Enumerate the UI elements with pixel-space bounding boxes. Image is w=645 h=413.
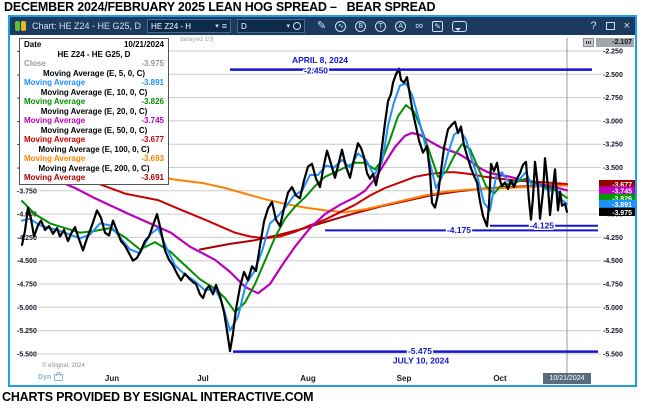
tooltip-row: HE Z24 - HE G25, D: [57, 49, 131, 59]
x-axis-month-label: Oct: [493, 374, 507, 383]
notes-icon[interactable]: ✎: [432, 20, 444, 32]
series-line: [21, 104, 568, 313]
last-value-box: [599, 179, 635, 189]
tooltip-row: Moving Average -3.677: [24, 135, 164, 145]
annotation-text: -4.125: [530, 221, 554, 231]
lock-icon[interactable]: [54, 372, 64, 381]
last-value-box: [599, 207, 635, 216]
esignal-logo-icon: [15, 21, 26, 31]
titlebar-window-controls: ? ×: [590, 19, 630, 32]
annotation-text: -4.175: [447, 225, 471, 235]
y-axis-label-right: -4.250: [603, 235, 623, 242]
chat-icon[interactable]: [452, 20, 468, 32]
dyn-toggle[interactable]: Dyn: [38, 372, 64, 381]
interval-value: D: [241, 21, 247, 31]
y-axis-label-right: -4.500: [603, 258, 623, 265]
x-axis-month-label: Jul: [197, 374, 209, 383]
annotation-text: JULY 10, 2024: [393, 356, 450, 366]
y-axis-label-right: -5.250: [603, 328, 623, 335]
series-line: [199, 184, 568, 251]
tooltip-row: Moving Average (E, 200, 0, C): [38, 163, 150, 173]
crosshair-date-box: 10/21/2024: [543, 373, 591, 384]
x-axis-month-label: Sep: [396, 374, 412, 383]
y-axis-label-left: -4.250: [17, 235, 37, 242]
last-value-box: [599, 199, 635, 209]
help-icon[interactable]: ?: [590, 19, 597, 32]
copyright-text: © eSignal, 2024: [42, 363, 85, 369]
tooltip-row: Moving Average (E, 5, 0, C): [42, 68, 146, 78]
tooltip-row: Moving Average (E, 20, 0, C): [40, 106, 148, 116]
window-title: Chart: HE Z24 - HE G25, D: [32, 21, 142, 31]
last-value-text: -3.891: [612, 202, 632, 209]
last-value-box: [599, 193, 635, 203]
symbol-input[interactable]: HE Z24 - H ▾ ≡: [147, 19, 232, 33]
tooltip-row: Moving Average -3.691: [24, 173, 164, 183]
symbol-value: HE Z24 - H: [151, 21, 192, 31]
series-line: [59, 171, 568, 240]
x-axis-month-label: Jun: [104, 374, 120, 383]
y-axis-label-left: -3.750: [17, 188, 37, 195]
y-axis-label-left: -5.250: [17, 328, 37, 335]
interval-select[interactable]: D ▾: [237, 19, 306, 33]
y-axis-label-left: -5.500: [17, 351, 37, 358]
chart-window-titlebar: Chart: HE Z24 - HE G25, D HE Z24 - H ▾ ≡…: [10, 17, 635, 35]
tooltip-row: Moving Average -3.693: [24, 154, 164, 164]
y-axis-label-right: -2.250: [603, 49, 623, 56]
last-value-text: -3.826: [612, 196, 632, 203]
wave-study-icon[interactable]: ∿: [335, 20, 347, 32]
dyn-label: Dyn: [38, 374, 52, 381]
tooltip-row: Date 10/21/2024: [24, 40, 164, 49]
tooltip-row: Moving Average (E, 50, 0, C): [40, 125, 148, 135]
chevron-down-icon[interactable]: ▾: [286, 22, 291, 30]
y-axis-label-right: -4.750: [603, 282, 623, 289]
annotation-text: APRIL 8, 2024: [292, 55, 348, 65]
y-axis-label-left: -4.750: [17, 282, 37, 289]
x-axis-month-label: Aug: [300, 374, 316, 383]
time-settings-icon[interactable]: [293, 22, 302, 30]
series-line: [149, 174, 568, 214]
last-value-box: [599, 186, 635, 195]
top-price-label: -2.107: [596, 38, 634, 47]
price-label-icon[interactable]: [583, 38, 594, 47]
y-axis-label-right: -5.000: [603, 305, 623, 312]
chevron-down-icon[interactable]: ▾: [215, 22, 219, 30]
y-axis-label-right: -3.500: [603, 165, 623, 172]
symbol-menu-icon[interactable]: ≡: [221, 20, 228, 31]
data-tooltip: Date 10/21/2024 HE Z24 - HE G25, D Close -3.…: [19, 38, 169, 185]
last-value-text: -3.677: [612, 182, 632, 189]
page-title: DECEMBER 2024/FEBRUARY 2025 LEAN HOG SPR…: [4, 0, 436, 14]
restore-window-icon[interactable]: [605, 22, 615, 30]
y-axis-label-right: -2.750: [603, 95, 623, 102]
tooltip-row: Moving Average -3.891: [24, 78, 164, 88]
footer-caption: CHARTS PROVIDED BY ESIGNAL INTERACTIVE.C…: [2, 390, 314, 404]
close-icon[interactable]: ×: [623, 19, 630, 32]
y-axis-label-left: -4.500: [17, 258, 37, 265]
annotation-text: -2.450: [304, 66, 328, 76]
tooltip-row: Close -3.975: [24, 59, 164, 69]
tooltip-row: Moving Average -3.745: [24, 116, 164, 126]
series-line: [20, 67, 569, 353]
y-axis-label-right: -5.500: [603, 351, 623, 358]
y-axis-label-left: -5.000: [17, 305, 37, 312]
last-value-text: -3.975: [612, 210, 632, 217]
y-axis-label-right: -2.500: [603, 72, 623, 79]
y-axis-label-right: -3.250: [603, 142, 623, 149]
annotation-text: -5.475: [408, 346, 432, 356]
time-template-icon[interactable]: T: [375, 20, 387, 32]
titlebar-toolbar: ✎ ∿ B T A ∞ ✎: [317, 19, 468, 32]
bar-type-icon[interactable]: B: [355, 20, 367, 32]
draw-pencil-icon[interactable]: ✎: [317, 19, 327, 32]
tooltip-row: Moving Average (E, 100, 0, C): [38, 144, 150, 154]
tooltip-row: Moving Average (E, 10, 0, C): [40, 87, 148, 97]
tooltip-row: Moving Average -3.826: [24, 97, 164, 107]
delayed-status-text: delayed 10]: [180, 36, 214, 43]
analytics-icon[interactable]: A: [395, 20, 407, 32]
link-icon[interactable]: ∞: [415, 19, 424, 32]
y-axis-label-right: -3.000: [603, 118, 623, 125]
last-value-text: -3.745: [612, 188, 632, 195]
